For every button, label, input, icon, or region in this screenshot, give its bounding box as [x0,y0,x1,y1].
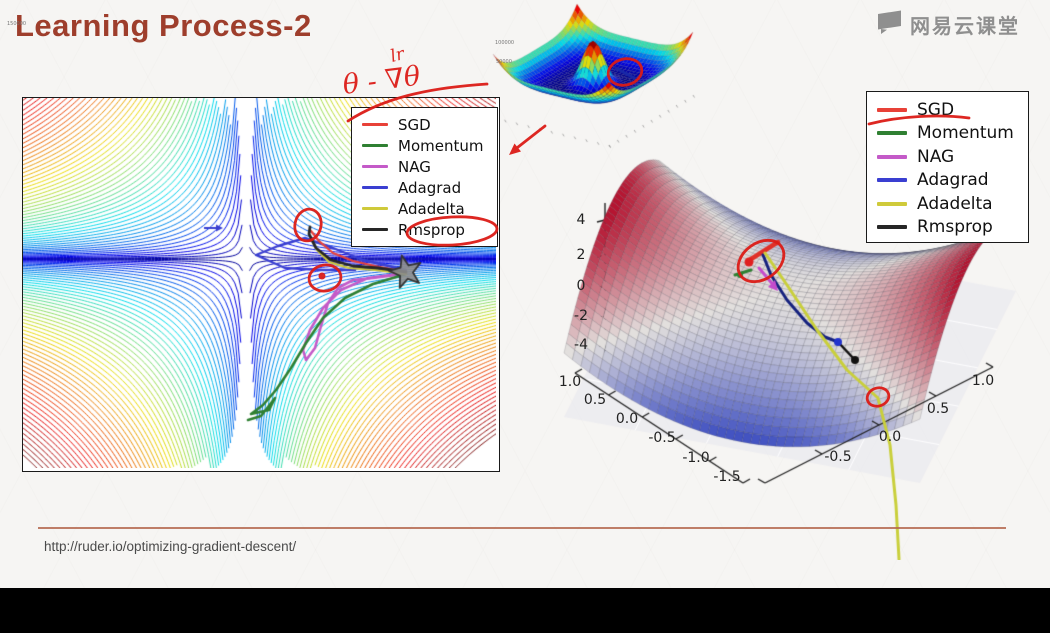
legend-label: Momentum [398,136,484,155]
saddle-x-tick: 0.5 [583,392,607,408]
legend-label: Rmsprop [917,217,993,238]
legend-label: NAG [917,146,955,167]
handwritten-formula: θ - ∇θ [341,61,422,101]
saddle-y-tick: 0.5 [926,401,950,417]
saddle-y-tick: -0.5 [824,449,852,465]
legend-item: NAG [362,156,489,177]
legend-item: Adagrad [362,177,489,198]
legend-label: NAG [398,157,431,176]
legend-label: Momentum [917,123,1014,144]
slide: Learning Process-2 网易云课堂 150000 100000 5… [0,0,1050,588]
saddle-x-tick: 1.0 [558,374,582,390]
legend-item: NAG [877,145,1020,169]
legend-swatch [877,154,907,159]
saddle-x-tick: -1.0 [682,450,710,466]
legend-item: Adadelta [877,192,1020,216]
legend-item: Momentum [877,122,1020,146]
saddle-plot-legend: SGD Momentum NAG Adagrad Adadelta Rmspro… [866,91,1029,243]
legend-item: SGD [362,114,489,135]
legend-label: SGD [917,99,955,120]
legend-item: Momentum [362,135,489,156]
page-title: Learning Process-2 [15,8,312,43]
legend-label: Rmsprop [398,220,465,239]
saddle-y-tick: 0.0 [878,429,902,445]
saddle-x-tick: -1.5 [713,469,741,485]
legend-item: Adadelta [362,198,489,219]
legend-label: Adagrad [917,170,989,191]
brand-logo: 网易云课堂 [876,9,1020,40]
brand-name: 网易云课堂 [910,14,1020,38]
legend-swatch [362,144,388,147]
handwritten-lr: lr [388,44,407,67]
legend-label: Adadelta [398,199,465,218]
contour-plot-legend: SGD Momentum NAG Adagrad Adadelta Rmspro… [351,107,498,247]
legend-swatch [362,165,388,168]
legend-swatch [877,131,907,136]
mini-plot-ztick: 150000 [7,21,27,27]
letterbox-bar [0,588,1050,633]
footer-divider [38,527,1006,529]
legend-label: SGD [398,115,431,134]
saddle-z-tick: -4 [574,337,588,353]
legend-swatch [877,225,907,230]
mini-plot-ztick: 100000 [495,40,515,46]
legend-label: Adagrad [398,178,462,197]
saddle-z-tick: 4 [576,212,586,228]
saddle-y-tick: 1.0 [971,373,995,389]
mini-plot-ztick: 50000 [496,59,512,65]
saddle-z-tick: 2 [576,247,586,263]
saddle-z-tick: -2 [574,308,588,324]
legend-swatch [362,207,388,210]
legend-swatch [877,201,907,206]
legend-item: SGD [877,98,1020,122]
saddle-x-tick: -0.5 [648,430,676,446]
screen-icon [876,9,903,40]
legend-swatch [362,186,388,189]
legend-item: Rmsprop [877,216,1020,240]
legend-item: Rmsprop [362,219,489,240]
legend-swatch [362,228,388,231]
saddle-z-tick: 0 [576,278,586,294]
saddle-x-tick: 0.0 [615,411,639,427]
legend-label: Adadelta [917,193,993,214]
legend-swatch [877,107,907,112]
legend-swatch [362,123,388,126]
source-url: http://ruder.io/optimizing-gradient-desc… [44,539,297,554]
legend-item: Adagrad [877,169,1020,193]
legend-swatch [877,178,907,183]
